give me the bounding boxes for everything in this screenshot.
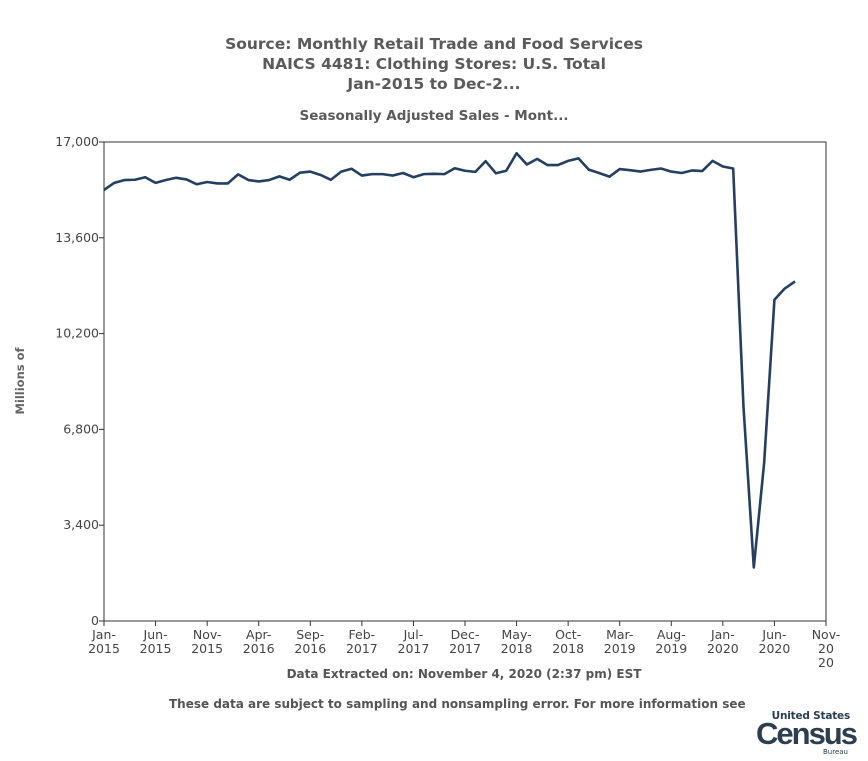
x-tick-label: 2017 [449, 641, 481, 656]
x-tick-label: 2018 [552, 641, 584, 656]
y-tick-label: 3,400 [63, 517, 99, 532]
y-axis-label: Millions of [13, 346, 27, 414]
x-axis: Jan-2015Jun-2015Nov-2015Apr-2016Sep-2016… [88, 621, 840, 670]
disclaimer-text: These data are subject to sampling and n… [169, 697, 746, 711]
y-axis: 0 3,400 6,800 10,200 13,600 17,000 [55, 134, 104, 628]
y-tick-label: 6,800 [63, 421, 99, 436]
x-tick-label: Aug- [657, 627, 686, 642]
x-tick-label: 2019 [655, 641, 687, 656]
x-tick-label: 2015 [140, 641, 172, 656]
x-tick-label: Oct- [555, 627, 581, 642]
x-tick-label: Jun- [761, 627, 786, 642]
x-tick-label: 20 [818, 641, 834, 656]
x-tick-label: Jul- [403, 627, 424, 642]
x-axis-label: Data Extracted on: November 4, 2020 (2:3… [286, 667, 642, 681]
series-line [103, 151, 796, 569]
census-logo: United States Census Bureau [754, 710, 858, 756]
chart-subtitle: Seasonally Adjusted Sales - Mont... [299, 108, 569, 124]
y-tick-label: 13,600 [55, 230, 99, 245]
x-tick-label: 2017 [398, 641, 430, 656]
x-tick-label: Feb- [349, 627, 376, 642]
x-tick-label: 2016 [243, 641, 275, 656]
x-tick-label: Apr- [246, 627, 271, 642]
logo-bureau: Bureau [823, 748, 848, 756]
x-tick-label: 20 [818, 655, 834, 670]
x-tick-label: 2020 [707, 641, 739, 656]
y-tick-label: 17,000 [55, 134, 99, 149]
chart-title-line-3: Jan-2015 to Dec-2... [347, 75, 521, 93]
x-tick-label: 2015 [88, 641, 120, 656]
x-tick-label: Jun- [143, 627, 168, 642]
plot-area [103, 141, 827, 622]
chart-title-line-1: Source: Monthly Retail Trade and Food Se… [225, 35, 643, 53]
x-tick-label: 2016 [294, 641, 326, 656]
y-tick-label: 10,200 [55, 326, 99, 341]
x-tick-label: May- [502, 627, 532, 642]
x-tick-label: 2019 [604, 641, 636, 656]
x-tick-label: Dec- [451, 627, 480, 642]
x-tick-label: Mar- [606, 627, 633, 642]
y-tick-label: 0 [91, 613, 99, 628]
x-tick-label: 2018 [501, 641, 533, 656]
x-tick-label: 2015 [191, 641, 223, 656]
x-tick-label: Sep- [296, 627, 324, 642]
x-tick-label: Jan- [710, 627, 735, 642]
x-tick-label: Nov- [812, 627, 841, 642]
logo-united-states: United States [771, 710, 851, 722]
chart-title-line-2: NAICS 4481: Clothing Stores: U.S. Total [262, 55, 606, 73]
x-tick-label: 2017 [346, 641, 378, 656]
logo-census: Census [756, 716, 858, 751]
x-tick-label: Nov- [193, 627, 222, 642]
x-tick-label: Jan- [91, 627, 116, 642]
x-tick-label: 2020 [759, 641, 791, 656]
